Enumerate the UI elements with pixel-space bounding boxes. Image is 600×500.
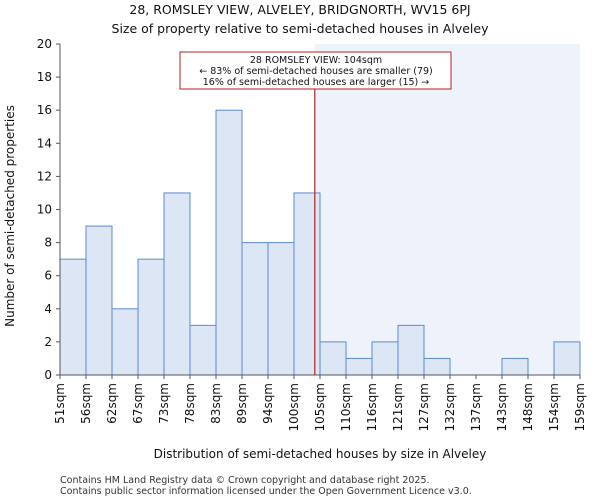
bar-127sqm (423, 357, 451, 376)
annotation-line-1: 28 ROMSLEY VIEW: 104sqm (250, 55, 382, 66)
annotation-line-3: 16% of semi-detached houses are larger (… (203, 77, 430, 88)
bar-73sqm (163, 192, 191, 376)
x-tick-label: 51sqm (53, 383, 67, 424)
x-tick-label: 105sqm (313, 383, 327, 431)
y-tick-label: 18 (37, 70, 52, 84)
bar-105sqm (319, 341, 347, 376)
bars-group (59, 109, 581, 376)
annotation-box: 28 ROMSLEY VIEW: 104sqm ← 83% of semi-de… (179, 51, 452, 90)
x-tick-label: 159sqm (573, 383, 587, 431)
x-tick-label: 143sqm (495, 383, 509, 431)
x-tick-label: 127sqm (417, 383, 431, 431)
x-tick-label: 121sqm (391, 383, 405, 431)
y-tick-label: 14 (37, 136, 52, 150)
y-tick-label: 4 (44, 302, 52, 316)
bar-110sqm (345, 357, 373, 376)
x-tick-label: 94sqm (261, 383, 275, 424)
x-tick-label: 132sqm (443, 383, 457, 431)
bar-62sqm (111, 308, 139, 376)
x-tick-label: 100sqm (287, 383, 301, 431)
y-tick-label: 0 (44, 368, 52, 382)
x-tick-label: 154sqm (547, 383, 561, 431)
larger-region-shading (314, 44, 580, 375)
x-axis-label: Distribution of semi-detached houses by … (154, 447, 487, 461)
x-tick-label: 148sqm (521, 383, 535, 431)
bar-56sqm (85, 225, 113, 376)
x-tick-label: 56sqm (79, 383, 93, 424)
chart-title-line-2: Size of property relative to semi-detach… (112, 21, 490, 36)
y-tick-label: 8 (44, 236, 52, 250)
axes-group: 0 2 4 6 8 10 12 14 16 18 20 51sqm 56sqm 62sqm 67sqm 73s… (37, 37, 587, 431)
bar-121sqm (397, 324, 425, 376)
y-tick-label: 20 (37, 37, 52, 51)
y-tick-label: 2 (44, 335, 52, 349)
y-tick-label: 6 (44, 269, 52, 283)
bar-154sqm (553, 341, 581, 376)
footer-line-1: Contains HM Land Registry data © Crown c… (60, 475, 430, 486)
bar-143sqm (501, 357, 529, 376)
x-tick-label: 89sqm (235, 383, 249, 424)
bar-67sqm (137, 258, 165, 376)
bar-100sqm (293, 192, 321, 376)
annotation-frame (179, 51, 452, 90)
footer-line-2: Contains public sector information licen… (60, 486, 472, 497)
bar-83sqm (215, 109, 243, 376)
bar-116sqm (371, 341, 399, 376)
x-tick-label: 78sqm (183, 383, 197, 424)
y-tick-label: 12 (37, 169, 52, 183)
bar-51sqm (59, 258, 87, 376)
annotation-line-2: ← 83% of semi-detached houses are smalle… (199, 66, 433, 77)
bar-78sqm (189, 324, 217, 376)
x-tick-label: 62sqm (105, 383, 119, 424)
x-tick-label: 110sqm (339, 383, 353, 431)
bar-89sqm (241, 242, 269, 376)
x-tick-label: 137sqm (469, 383, 483, 431)
x-tick-label: 116sqm (365, 383, 379, 431)
x-tick-label: 73sqm (157, 383, 171, 424)
x-tick-label: 67sqm (131, 383, 145, 424)
y-tick-label: 10 (37, 203, 52, 217)
bar-94sqm (267, 242, 295, 376)
x-tick-label: 83sqm (209, 383, 223, 424)
y-tick-label: 16 (37, 103, 52, 117)
chart-title-line-1: 28, ROMSLEY VIEW, ALVELEY, BRIDGNORTH, W… (129, 2, 470, 17)
plot-area (314, 44, 580, 375)
y-axis-label: Number of semi-detached properties (3, 105, 17, 327)
